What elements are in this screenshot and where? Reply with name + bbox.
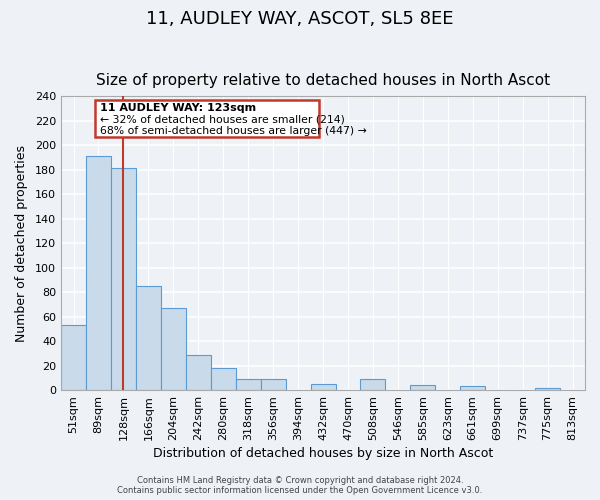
Bar <box>260 379 286 390</box>
X-axis label: Distribution of detached houses by size in North Ascot: Distribution of detached houses by size … <box>153 447 493 460</box>
Bar <box>410 385 436 390</box>
Bar <box>136 286 161 390</box>
Bar <box>211 368 236 390</box>
Text: 11, AUDLEY WAY, ASCOT, SL5 8EE: 11, AUDLEY WAY, ASCOT, SL5 8EE <box>146 10 454 28</box>
Bar <box>111 168 136 390</box>
Bar <box>236 379 260 390</box>
Bar <box>361 379 385 390</box>
FancyBboxPatch shape <box>95 100 319 136</box>
Bar <box>535 388 560 390</box>
Text: 11 AUDLEY WAY: 123sqm: 11 AUDLEY WAY: 123sqm <box>100 104 256 114</box>
Bar <box>186 354 211 390</box>
Bar <box>61 325 86 390</box>
Bar <box>86 156 111 390</box>
Title: Size of property relative to detached houses in North Ascot: Size of property relative to detached ho… <box>96 73 550 88</box>
Bar <box>161 308 186 390</box>
Y-axis label: Number of detached properties: Number of detached properties <box>15 144 28 342</box>
Text: Contains HM Land Registry data © Crown copyright and database right 2024.
Contai: Contains HM Land Registry data © Crown c… <box>118 476 482 495</box>
Bar <box>311 384 335 390</box>
Text: ← 32% of detached houses are smaller (214): ← 32% of detached houses are smaller (21… <box>100 114 344 124</box>
Bar <box>460 386 485 390</box>
Text: 68% of semi-detached houses are larger (447) →: 68% of semi-detached houses are larger (… <box>100 126 367 136</box>
